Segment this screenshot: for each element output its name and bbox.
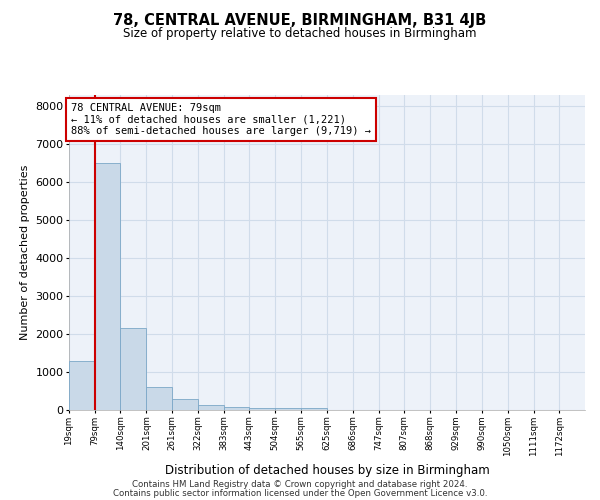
Bar [69,360,95,410]
Text: Size of property relative to detached houses in Birmingham: Size of property relative to detached ho… [123,28,477,40]
Bar [301,408,327,410]
Bar [172,398,198,410]
Bar [198,405,224,410]
Y-axis label: Number of detached properties: Number of detached properties [20,165,30,340]
Bar [250,408,275,410]
Text: 78 CENTRAL AVENUE: 79sqm
← 11% of detached houses are smaller (1,221)
88% of sem: 78 CENTRAL AVENUE: 79sqm ← 11% of detach… [71,103,371,136]
Bar [275,408,301,410]
X-axis label: Distribution of detached houses by size in Birmingham: Distribution of detached houses by size … [164,464,490,477]
Text: Contains HM Land Registry data © Crown copyright and database right 2024.: Contains HM Land Registry data © Crown c… [132,480,468,489]
Bar [224,406,250,410]
Text: 78, CENTRAL AVENUE, BIRMINGHAM, B31 4JB: 78, CENTRAL AVENUE, BIRMINGHAM, B31 4JB [113,12,487,28]
Bar [95,164,121,410]
Bar [121,328,146,410]
Bar [146,387,172,410]
Text: Contains public sector information licensed under the Open Government Licence v3: Contains public sector information licen… [113,488,487,498]
